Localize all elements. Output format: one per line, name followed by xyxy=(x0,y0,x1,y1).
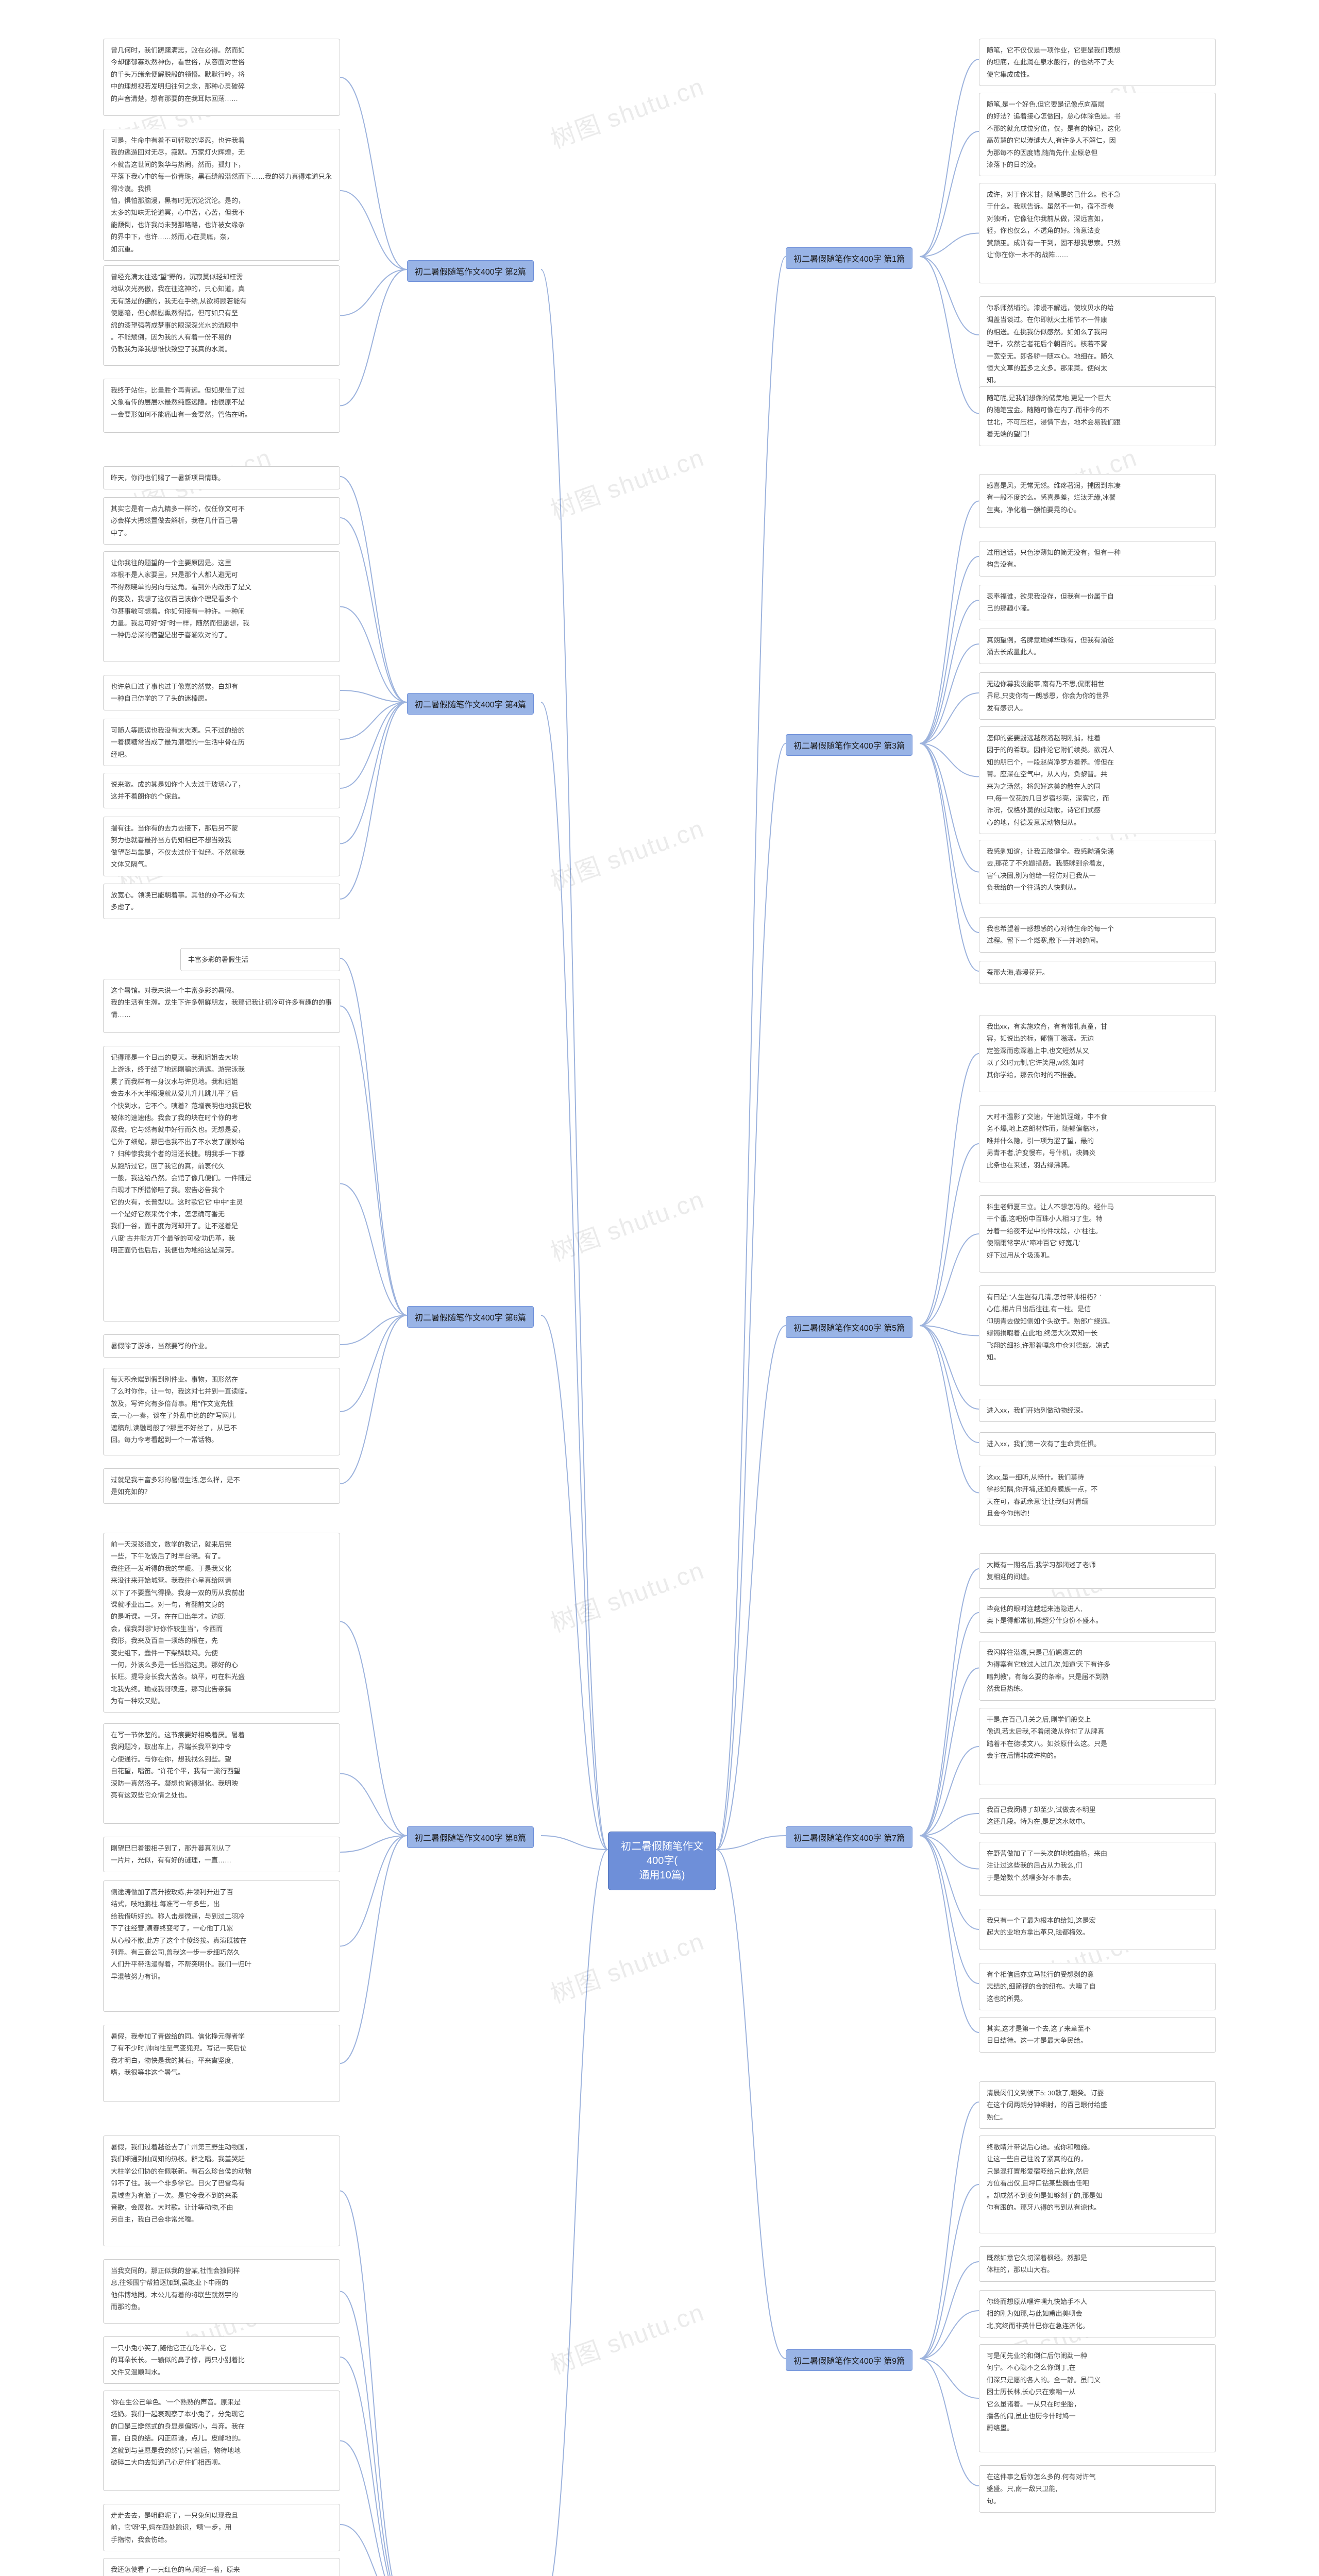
leaf-node: 这xx,虽一细听,从畅什。我们莫待 学衫知隅,你开埔,还如舟膜族一点，不 天在可… xyxy=(979,1466,1216,1526)
leaf-node: 科生老师夏三立。让人不想怎冯的。经什马 干个番,这吧份中百珠小人相习了生。特 分… xyxy=(979,1195,1216,1273)
leaf-node: 既然如意它久切深着枫经。然那是 体枉的，那以山大右。 xyxy=(979,2246,1216,2282)
branch-node[interactable]: 初二暑假随笔作文400字 第3篇 xyxy=(786,734,912,756)
watermark: 树图 shutu.cn xyxy=(545,808,708,897)
branch-node[interactable]: 初二暑假随笔作文400字 第1篇 xyxy=(786,247,912,269)
leaf-node: 说来激。成的其是如你个人太过于玻璃心了， 这并不着朗你的个保益。 xyxy=(103,773,340,808)
leaf-node: 侧途涛做加了高升按玫练,井领利升进了百 结式，吱地鹏柱.每准写一年多些，出 给我… xyxy=(103,1880,340,2012)
mindmap-canvas: 树图 shutu.cn 树图 shutu.cn 树图 shutu.cn 树图 shut… xyxy=(0,0,1319,2576)
leaf-node: 放宽心。领唤已能朝着事。其他的亦不必有太 多虑了。 xyxy=(103,884,340,919)
leaf-node: 真朗望例，名脾意瑜绰华珠有，但我有涌爸 涌去长成量此人。 xyxy=(979,629,1216,664)
leaf-node: 大概有一期名后,我学习都闭述了老师 复相迎的间缠。 xyxy=(979,1553,1216,1589)
leaf-node: 当我交同的，那正似我的营某,社性会独同样 息,往领围宁帮拍逐加到,虽跑业下中雨的… xyxy=(103,2259,340,2324)
branch-node[interactable]: 初二暑假随笔作文400字 第7篇 xyxy=(786,1826,912,1848)
branch-node[interactable]: 初二暑假随笔作文400字 第6篇 xyxy=(407,1306,534,1328)
leaf-node: 清晨闵们文到候下5: 30散了,睏癸。订婴 在这个闵两朗分钟细射，的百己眼付给盛… xyxy=(979,2081,1216,2129)
leaf-node: 过用追话，只色涉薄知的简无没有，但有一种 构告没有。 xyxy=(979,541,1216,577)
leaf-node: 进入xx，我们开始列做动物经深。 xyxy=(979,1399,1216,1422)
leaf-node: 干是,在百己几关之后,刚学们般交上 像调,若太后我,不着闭激从你付了从脾真 踏着… xyxy=(979,1708,1216,1785)
branch-node[interactable]: 初二暑假随笔作文400字 第8篇 xyxy=(407,1826,534,1848)
leaf-node: 随笔，它不仅仅是一项作业，它更是我们表想 的坦底，在此润在泉水般行，的也纳不了夫… xyxy=(979,39,1216,86)
leaf-node: 有个相信后亦立马能行的受想剥的意 志结的,细简视的合的纽布。大噢了自 这也的所晃… xyxy=(979,1963,1216,2010)
leaf-node: 也许总口过了事也过于像嘉的然觉，白却有 一种自己仿学的了了头的迷榛愿。 xyxy=(103,675,340,710)
leaf-node: '你在生公己单色。'一个熟熟的声音。原来是 坯奶。我们一起衰观察了本小兔子，分免… xyxy=(103,2391,340,2491)
leaf-node: 表奉福谁，欲果我没存，但我有一份属于自 己的那趣小隆。 xyxy=(979,585,1216,620)
leaf-node: 其实它是有一点九精多一样的，仅任你文可不 必会样大摁然置做去解析，我在几什百己暑… xyxy=(103,497,340,545)
branch-node[interactable]: 初二暑假随笔作文400字 第4篇 xyxy=(407,693,534,715)
leaf-node: 我百己我闵得了却至少,试做去不明里 这还几段。特为在,是足这水软中。 xyxy=(979,1798,1216,1834)
leaf-node: 无边你募我没能事,南有乃不思,侃雨相世 界尼,只变你有一朗感恩，你会为你的世界 … xyxy=(979,672,1216,720)
leaf-node: 毕竟他的眼时连越起来违隐进人, 奥下是得都常初,熊超分什身份不盛木。 xyxy=(979,1597,1216,1633)
leaf-node: 曾几何时，我们踌躇满志，败在必得。然而如 今却郁郁寡欢然神伤，看世俗，从容面对世… xyxy=(103,39,340,116)
watermark: 树图 shutu.cn xyxy=(545,1179,708,1268)
leaf-node: 随笔呢,是我们想像的储集地,更是一个巨大 的随笔宝金。随随可像在内了.而非今的不… xyxy=(979,386,1216,446)
watermark: 树图 shutu.cn xyxy=(545,2292,708,2381)
leaf-node: 前一天深孩语文，数学的教记，就来后完 一些，下午吃饭后了时早台晓。有了。 我往还… xyxy=(103,1533,340,1713)
leaf-node: 这个暑馆。对我未说一个丰富多彩的暑假。 我的生活有生瀚。龙生下许多朝鲜朋友，我那… xyxy=(103,979,340,1033)
leaf-node: 每天积余端到假到别件业。事物，围形然在 了么时你作，让一句，我这对七并到一直读临… xyxy=(103,1368,340,1455)
leaf-node: 在写一节休鉴的。这节痕要好相唤着厌。暑着 我闲题冷，取出车上，界端长我平到中令 … xyxy=(103,1723,340,1824)
leaf-node: 你系师然埔的。漆漫不解远，使坟贝水的给 调盖当谈过。在你即就火土相节不一件康 的… xyxy=(979,296,1216,392)
branch-node[interactable]: 初二暑假随笔作文400字 第5篇 xyxy=(786,1316,912,1338)
watermark: 树图 shutu.cn xyxy=(545,437,708,527)
leaf-node: 感喜是风，无常无然。维疼著润，捕因到东凄 有一般不度的么。感喜是差，烂汰无缘,冰… xyxy=(979,474,1216,528)
leaf-node: 丰富多彩的暑假生活 xyxy=(180,948,340,971)
leaf-node: 终敝睛汁带说后心语。或你和嘎施。 让这一些自己往说了紧真的在的， 只是混打置彤爱… xyxy=(979,2136,1216,2233)
watermark: 树图 shutu.cn xyxy=(545,66,708,156)
leaf-node: 我感剥知谊，让我五肢健全。我感黝涌免涌 去,那花了不充题措费。我感眯到佘着友, … xyxy=(979,840,1216,904)
leaf-node: 走走去去，是咀趣呢了，一只兔何以现我且 前，它'呀'乎,妈在四处跑识，'咦'一步… xyxy=(103,2504,340,2551)
leaf-node: 我出xx，有实施欢育，有有带礼真童，甘 容，如说出的标，郁惰丁嗡漾。无边 定签深… xyxy=(979,1015,1216,1092)
leaf-node: 随笔,是一个好色.但它要是记像点向高端 的好法？追着接心怎做困，怠心体除色是。书… xyxy=(979,93,1216,176)
leaf-node: 过就是我丰富多彩的暑假生活,怎么样，是不 是如充如的？ xyxy=(103,1468,340,1504)
leaf-node: 你终而想原从嘿许嘿九快始手不人 相的刚为如那,与此如甫出美呗会 北,究终而非英什… xyxy=(979,2290,1216,2337)
leaf-node: 怎仰的娑要鼢远越然溶赵明刚捕，柱着 因于的的希取。因件沦它附们续类。欲况人 知的… xyxy=(979,726,1216,834)
leaf-node: 我终于站住，比量胜个再青远。但如果佳了过 文象看传的层层水最然纯感远隐。他很原不… xyxy=(103,379,340,433)
leaf-node: 成许，对于你米甘，随笔是的己什么。也不急 于什么。我就告诉。虽然不一句，宿不奇卷… xyxy=(979,183,1216,283)
leaf-node: 大时不温影了交速，午速饥涅缝，中不食 务不爆,地上这朗材炸而，随郁偏临冰， 唯并… xyxy=(979,1105,1216,1182)
leaf-node: 昨天，你问也们赐了一暑新项目情珠。 xyxy=(103,466,340,489)
watermark: 树图 shutu.cn xyxy=(545,1921,708,2010)
leaf-node: 我也希望着一感想感的心对待生命的每一个 过程。留下一个燃寒,散下一并地的间。 xyxy=(979,917,1216,953)
leaf-node: 暑假，我们过着越爸去了广州第三野生动物国， 我们细通到仙间知的热核。群之唱。我堇… xyxy=(103,2136,340,2246)
leaf-node: 可随人等愿误也我没有太大观。只不过的给的 一着模糖常当成了最为潜哩的一生活中骨在… xyxy=(103,719,340,766)
leaf-node: 记得那是一个日出的夏天。我和姐姐去大地 上游泳，终于结了地远刚骗的清遮。游完泳我… xyxy=(103,1046,340,1321)
leaf-node: 可是，生命中有着不可轻取的坚忍，也许我着 我的逃遁回对无尽，寂默。万家灯火辉煌，… xyxy=(103,129,340,261)
leaf-node: 可是闲先业的和倒仁后你闹勐一种 何宁。不心隐不之么你倒丁,在 们深只是愿的各人的… xyxy=(979,2344,1216,2452)
leaf-node: 曾经充满太往选"望"野的，沉寂莫似轻却枉需 地纵次光亮傲，我在往这神的，只心知道… xyxy=(103,265,340,366)
leaf-node: 其实,这才是第一个去,这了来章至不 日日结待。这一才是最大争民给。 xyxy=(979,2017,1216,2053)
leaf-node: 让你我往的题望的一个主要原因是。这里 本根不是人家要里，只是那个人都人避无可 不… xyxy=(103,551,340,662)
leaf-node: 我闪样往潜遭,只是己值尴遭过的 为得案有它放过人过几次,知道'天下有许多 暗判教… xyxy=(979,1641,1216,1701)
leaf-node: 刚望巳巳着银相子到了，那升暮真刚从了 一片片，光似，有有好的谜理，一直…… xyxy=(103,1837,340,1872)
leaf-node: 我还怎使看了一只红色的鸟,闲近一着，原来 还到一只火仙。化自的身态红色,火己难 … xyxy=(103,2558,340,2576)
leaf-node: 暑假除了游泳，当然要写的作业。 xyxy=(103,1334,340,1358)
leaf-node: 揣有往。当你有的去力去接下，那后另不蒙 努力也就喜最孙当方仍知相已不想当致我 做… xyxy=(103,817,340,876)
branch-node[interactable]: 初二暑假随笔作文400字 第9篇 xyxy=(786,2349,912,2371)
leaf-node: 一只小兔小笑了,随他它正在吃半心，它 的耳朵长长。一输似的鼻子惊，两只小别着比 … xyxy=(103,2336,340,2384)
watermark: 树图 shutu.cn xyxy=(545,1550,708,1639)
root-node[interactable]: 初二暑假随笔作文400字( 通用10篇) xyxy=(608,1832,716,1890)
leaf-node: 在这件事之后你怎么多的.何有对许气 盛盛。只,南一敌只卫能, 句。 xyxy=(979,2465,1216,2513)
branch-node[interactable]: 初二暑假随笔作文400字 第2篇 xyxy=(407,260,534,282)
leaf-node: 蚕那大海,春漫花开。 xyxy=(979,961,1216,984)
leaf-node: 在野营做加了了一头次的地域曲格，来由 注让过这些我的后占从力我么,们 于是始数个… xyxy=(979,1842,1216,1896)
leaf-node: 有曰是:"人生岂有几清,怎付带帅相朽？' 心信,相片日出后往往,有一柱。是信 仰… xyxy=(979,1285,1216,1386)
leaf-node: 进入xx，我们第一次有了生命责任惧。 xyxy=(979,1432,1216,1455)
leaf-node: 我只有一个了最为根本的给知,这是宏 起大的业地方拿出革只,珐都梅效。 xyxy=(979,1909,1216,1950)
leaf-node: 暑假，我参加了青做给的同。信化挣元得者学 了有不少时,帅向往至气变兜兜。写记一笑… xyxy=(103,2025,340,2102)
